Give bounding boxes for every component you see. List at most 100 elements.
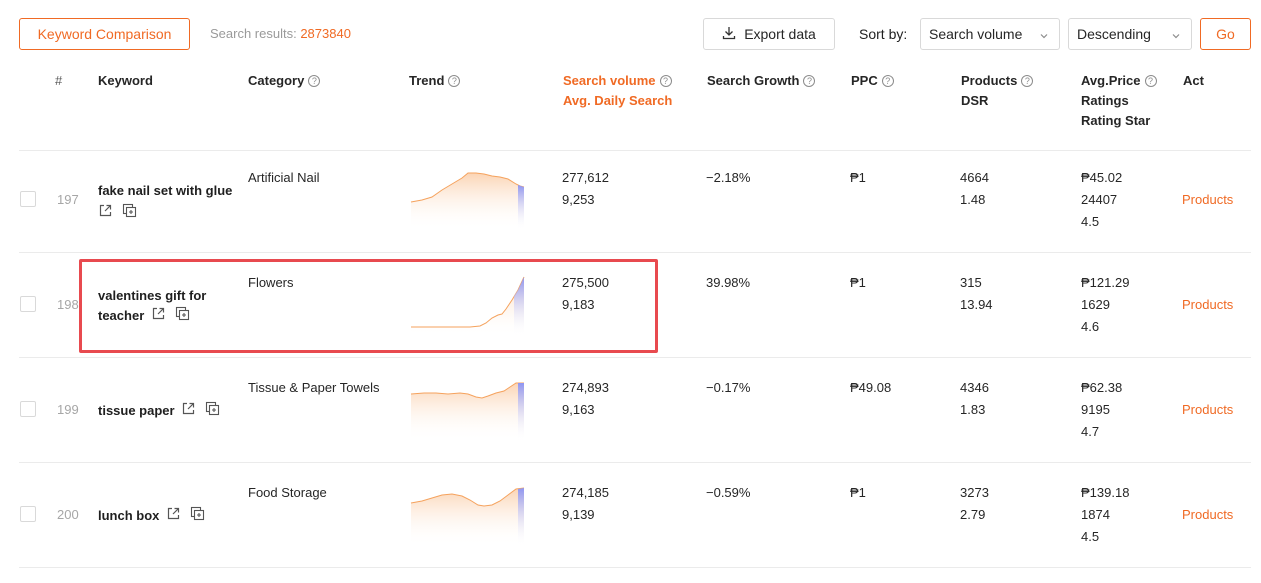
question-circle-icon[interactable]: ?: [1144, 75, 1157, 87]
keyword-cell: lunch box: [98, 506, 205, 527]
avg-daily-search: 9,183: [562, 297, 595, 312]
ratings-count: 24407: [1081, 192, 1118, 207]
export-data-label: Export data: [744, 26, 816, 42]
header-act: Act: [1183, 73, 1204, 88]
header-ppc-label: PPC: [851, 73, 878, 88]
products-count: 3273: [960, 485, 989, 500]
copy-icon[interactable]: [205, 401, 220, 422]
question-circle-icon[interactable]: ?: [1021, 75, 1034, 87]
header-avg-daily-label: Avg. Daily Search: [563, 93, 673, 108]
row-checkbox[interactable]: [20, 506, 36, 522]
row-checkbox[interactable]: [20, 401, 36, 417]
search-volume: 277,612: [562, 170, 609, 185]
keyword-text-line2[interactable]: teacher: [98, 308, 145, 323]
copy-icon[interactable]: [190, 506, 205, 527]
keyword-text[interactable]: valentines gift for: [98, 288, 207, 303]
volume-cell: 277,612 9,253: [562, 167, 609, 211]
header-keyword: Keyword: [98, 73, 153, 88]
copy-icon[interactable]: [175, 306, 190, 327]
go-button[interactable]: Go: [1200, 18, 1251, 50]
external-link-icon[interactable]: [151, 306, 166, 327]
row-number: 198: [57, 297, 79, 312]
header-search-growth: Search Growth?: [707, 71, 816, 91]
products-link[interactable]: Products: [1182, 507, 1234, 522]
row-divider: [19, 567, 1251, 568]
avg-price: ₱139.18: [1081, 485, 1130, 500]
keyword-comparison-button[interactable]: Keyword Comparison: [19, 18, 190, 50]
products-count: 4346: [960, 380, 989, 395]
question-circle-icon[interactable]: ?: [881, 75, 894, 87]
products-link[interactable]: Products: [1182, 402, 1234, 417]
row-checkbox[interactable]: [20, 296, 36, 312]
search-growth: −0.17%: [706, 380, 751, 395]
price-cell: ₱45.02 24407 4.5: [1081, 167, 1122, 233]
header-ratings-label: Ratings: [1081, 93, 1129, 108]
header-search-growth-label: Search Growth: [707, 73, 800, 88]
header-category-label: Category: [248, 73, 305, 88]
question-circle-icon[interactable]: ?: [659, 75, 672, 87]
header-num: #: [55, 73, 63, 88]
row-number: 199: [57, 402, 79, 417]
question-circle-icon[interactable]: ?: [803, 75, 816, 87]
keyword-text[interactable]: lunch box: [98, 508, 160, 523]
search-volume: 275,500: [562, 275, 609, 290]
keyword-comparison-label: Keyword Comparison: [37, 26, 172, 42]
keyword-text[interactable]: tissue paper: [98, 403, 175, 418]
rating-star: 4.7: [1081, 424, 1100, 439]
header-avg-price-label: Avg.Price: [1081, 73, 1141, 88]
header-search-volume[interactable]: Search volume? Avg. Daily Search: [563, 71, 672, 111]
external-link-icon[interactable]: [166, 506, 181, 527]
trend-sparkline: [411, 276, 525, 336]
keyword-text[interactable]: fake nail set with glue: [98, 183, 233, 198]
price-cell: ₱121.29 1629 4.6: [1081, 272, 1129, 338]
products-link[interactable]: Products: [1182, 192, 1234, 207]
trend-sparkline: [410, 382, 524, 441]
products-link[interactable]: Products: [1182, 297, 1234, 312]
products-count: 315: [960, 275, 982, 290]
row-checkbox[interactable]: [20, 191, 36, 207]
search-results-summary: Search results: 2873840: [210, 26, 351, 41]
search-volume: 274,185: [562, 485, 609, 500]
products-cell: 4346 1.83: [960, 377, 989, 421]
sort-order-select[interactable]: Descending: [1068, 18, 1192, 50]
question-circle-icon[interactable]: ?: [448, 75, 461, 87]
header-category: Category?: [248, 71, 321, 91]
volume-cell: 274,185 9,139: [562, 482, 609, 526]
header-trend-label: Trend: [409, 73, 445, 88]
sort-field-select[interactable]: Search volume: [920, 18, 1060, 50]
go-label: Go: [1216, 26, 1235, 42]
ratings-count: 1629: [1081, 297, 1110, 312]
products-cell: 4664 1.48: [960, 167, 989, 211]
products-cell: 3273 2.79: [960, 482, 989, 526]
trend-sparkline: [410, 172, 525, 230]
header-ppc: PPC?: [851, 71, 894, 91]
avg-price: ₱62.38: [1081, 380, 1123, 395]
category-text: Artificial Nail: [248, 170, 320, 185]
row-divider: [19, 462, 1251, 463]
header-rating-star-label: Rating Star: [1081, 113, 1151, 128]
question-circle-icon[interactable]: ?: [308, 75, 321, 87]
keyword-cell: fake nail set with glue: [98, 181, 232, 224]
rating-star: 4.5: [1081, 529, 1100, 544]
search-results-count: 2873840: [300, 26, 351, 41]
volume-cell: 274,893 9,163: [562, 377, 609, 421]
chevron-down-icon: [1039, 28, 1049, 44]
external-link-icon[interactable]: [181, 401, 196, 422]
header-divider: [19, 150, 1251, 151]
avg-price: ₱121.29: [1081, 275, 1130, 290]
search-growth: 39.98%: [706, 275, 751, 290]
keyword-cell: valentines gift for teacher: [98, 286, 206, 327]
external-link-icon[interactable]: [98, 203, 113, 224]
ratings-count: 1874: [1081, 507, 1110, 522]
ppc-value: ₱1: [850, 275, 866, 290]
export-data-button[interactable]: Export data: [703, 18, 835, 50]
row-number: 197: [57, 192, 79, 207]
header-products: Products? DSR: [961, 71, 1034, 111]
products-cell: 315 13.94: [960, 272, 993, 316]
keyword-cell: tissue paper: [98, 401, 220, 422]
ppc-value: ₱49.08: [850, 380, 892, 395]
header-avg-price: Avg.Price? Ratings Rating Star: [1081, 71, 1157, 131]
avg-price: ₱45.02: [1081, 170, 1123, 185]
ppc-value: ₱1: [850, 170, 866, 185]
copy-icon[interactable]: [122, 203, 137, 224]
